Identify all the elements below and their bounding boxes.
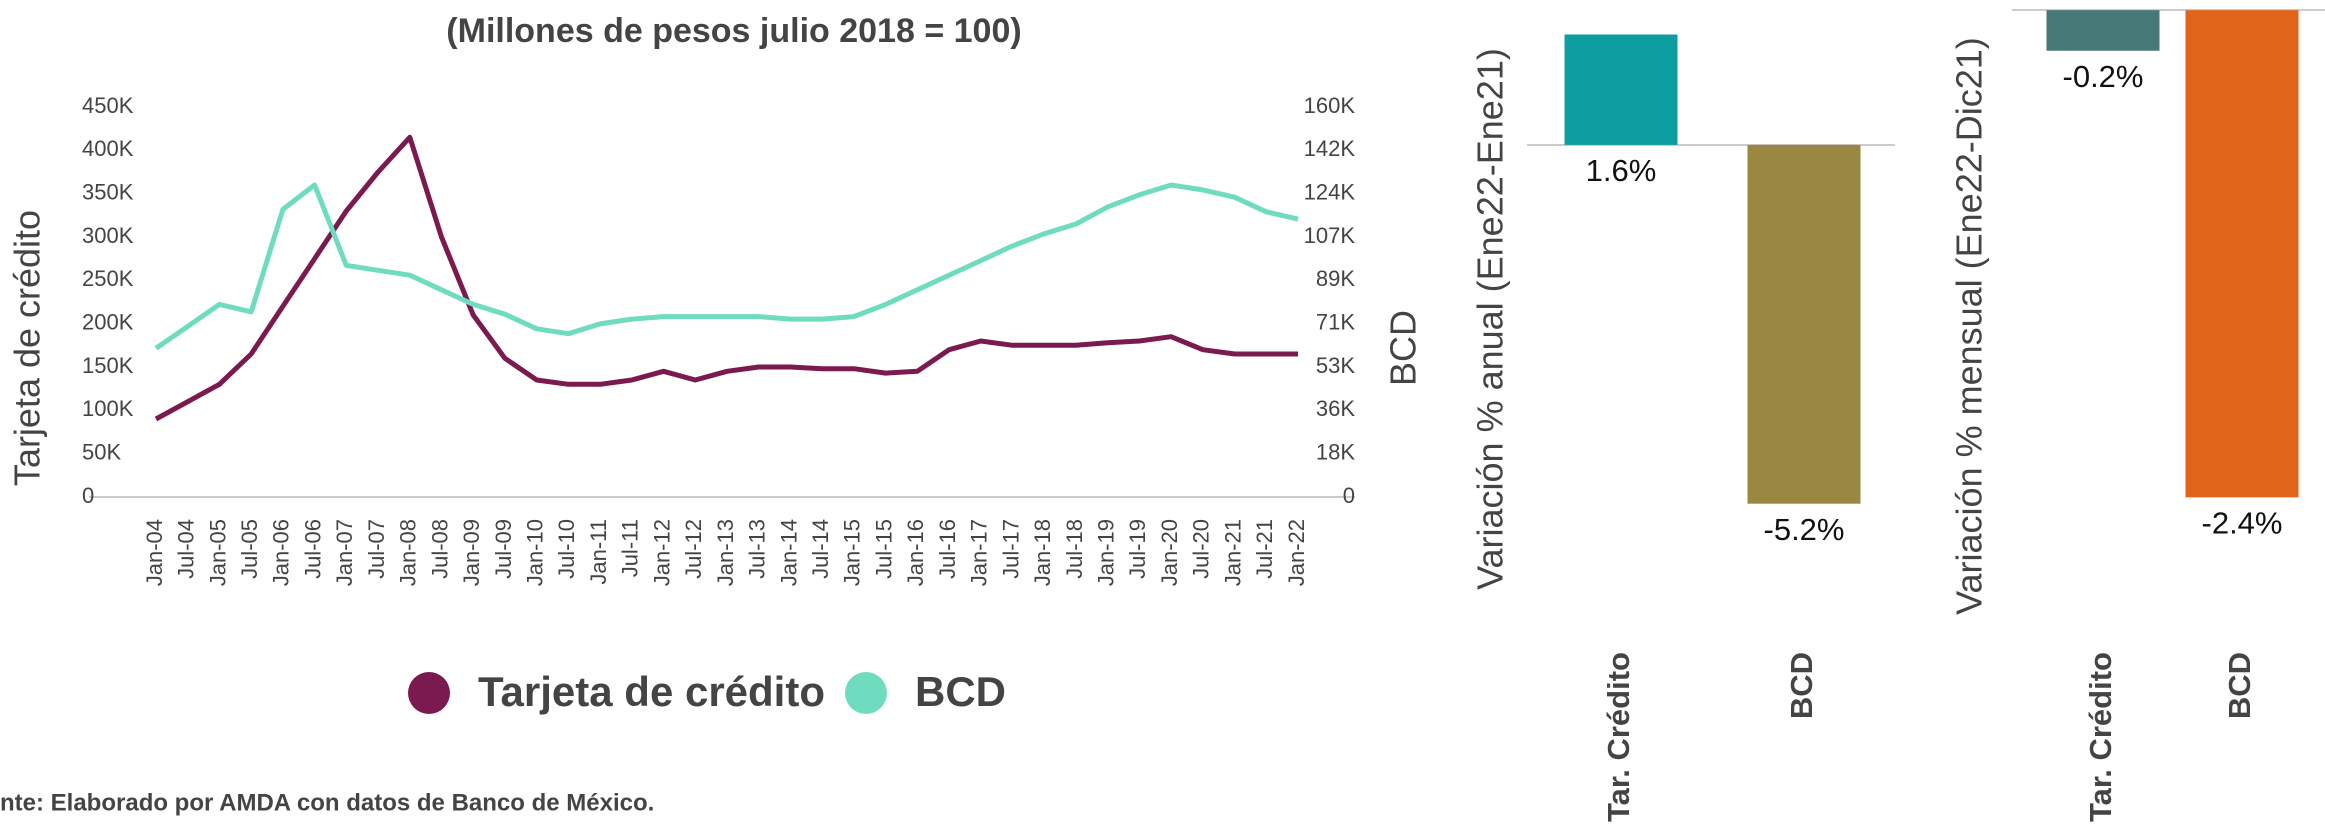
x-tick-label: Jul-09 (491, 519, 516, 579)
x-tick-label: Jan-15 (840, 519, 865, 586)
legend-label: BCD (915, 668, 1006, 715)
y-tick-label: 200K (82, 309, 134, 334)
x-tick-label: Jan-04 (142, 519, 167, 586)
y2-axis-label: BCD (1383, 310, 1424, 386)
y-axis-label: Tarjeta de crédito (7, 210, 48, 486)
y2-tick-label: 53K (1316, 353, 1355, 378)
x-tick-label: Jan-14 (776, 519, 801, 586)
legend-swatch (845, 672, 887, 714)
source-note: nte: Elaborado por AMDA con datos de Ban… (0, 789, 654, 816)
x-tick-label: Jul-08 (427, 519, 452, 579)
y-tick-label: 400K (82, 136, 134, 161)
x-tick-label: Jul-20 (1189, 519, 1214, 579)
y2-tick-label: 0 (1343, 483, 1355, 508)
chart-title: (Millones de pesos julio 2018 = 100) (446, 12, 1021, 50)
x-tick-label: Jul-06 (300, 519, 325, 579)
x-tick-label: Jan-12 (649, 519, 674, 586)
x-tick-label: Jul-14 (808, 519, 833, 579)
x-tick-label: Jan-06 (269, 519, 294, 586)
x-tick-label: Jan-05 (205, 519, 230, 586)
y-tick-label: 0 (82, 483, 94, 508)
x-tick-label: Jan-16 (903, 519, 928, 586)
x-tick-label: BCD (2222, 652, 2257, 719)
x-tick-label: Jan-19 (1093, 519, 1118, 586)
x-tick-label: Jan-18 (1030, 519, 1055, 586)
y-tick-label: 150K (82, 353, 134, 378)
x-tick-label: Jan-09 (459, 519, 484, 586)
bar (1564, 34, 1678, 145)
y-tick-label: 300K (82, 223, 134, 248)
x-tick-label: Jul-17 (998, 519, 1023, 579)
y-tick-label: 50K (82, 439, 121, 464)
x-tick-label: Jan-20 (1157, 519, 1182, 586)
x-tick-label: Jan-13 (713, 519, 738, 586)
x-tick-label: Jul-12 (681, 519, 706, 579)
y-tick-label: 100K (82, 396, 134, 421)
line-series (154, 134, 1298, 422)
bar (2046, 10, 2160, 51)
line-series (154, 182, 1299, 351)
x-tick-label: Jul-07 (364, 519, 389, 579)
y2-tick-label: 124K (1304, 179, 1356, 204)
x-tick-label: Jan-08 (396, 519, 421, 586)
y2-tick-label: 18K (1316, 439, 1355, 464)
legend-label: Tarjeta de crédito (478, 668, 825, 715)
y2-tick-label: 142K (1304, 136, 1356, 161)
value-label: -5.2% (1764, 512, 1845, 547)
y-tick-label: 350K (82, 179, 134, 204)
x-tick-label: Jul-21 (1252, 519, 1277, 579)
x-tick-label: Jul-16 (935, 519, 960, 579)
y-axis-label: Variación % mensual (Ene22-Dic21) (1949, 37, 1990, 615)
y2-tick-label: 71K (1316, 309, 1355, 334)
value-label: -2.4% (2202, 506, 2283, 541)
x-tick-label: Jul-04 (174, 519, 199, 579)
y2-tick-label: 107K (1304, 223, 1356, 248)
legend-swatch (408, 672, 450, 714)
y-tick-label: 250K (82, 266, 134, 291)
bar (1747, 144, 1861, 504)
x-tick-label: Tar. Crédito (2083, 652, 2118, 822)
bar (2185, 10, 2299, 498)
x-tick-label: Jan-21 (1220, 519, 1245, 586)
y2-tick-label: 36K (1316, 396, 1355, 421)
x-tick-label: Jan-07 (332, 519, 357, 586)
x-tick-label: Jul-11 (618, 519, 643, 577)
x-tick-label: Tar. Crédito (1601, 652, 1636, 822)
x-tick-label: Jul-15 (871, 519, 896, 579)
x-tick-label: BCD (1784, 652, 1819, 719)
x-tick-label: Jul-13 (745, 519, 770, 579)
value-label: 1.6% (1586, 153, 1657, 188)
x-tick-label: Jan-10 (522, 519, 547, 586)
x-tick-label: Jan-17 (967, 519, 992, 586)
y2-tick-label: 89K (1316, 266, 1355, 291)
x-tick-label: Jul-05 (237, 519, 262, 579)
y2-tick-label: 160K (1304, 93, 1356, 118)
x-tick-label: Jul-19 (1125, 519, 1150, 579)
x-tick-label: Jan-22 (1284, 519, 1309, 586)
value-label: -0.2% (2063, 59, 2144, 94)
y-tick-label: 450K (82, 93, 134, 118)
x-tick-label: Jul-10 (554, 519, 579, 579)
x-tick-label: Jul-18 (1062, 519, 1087, 579)
x-tick-label: Jan-11 (586, 519, 611, 585)
y-axis-label: Variación % anual (Ene22-Ene21) (1470, 48, 1511, 590)
